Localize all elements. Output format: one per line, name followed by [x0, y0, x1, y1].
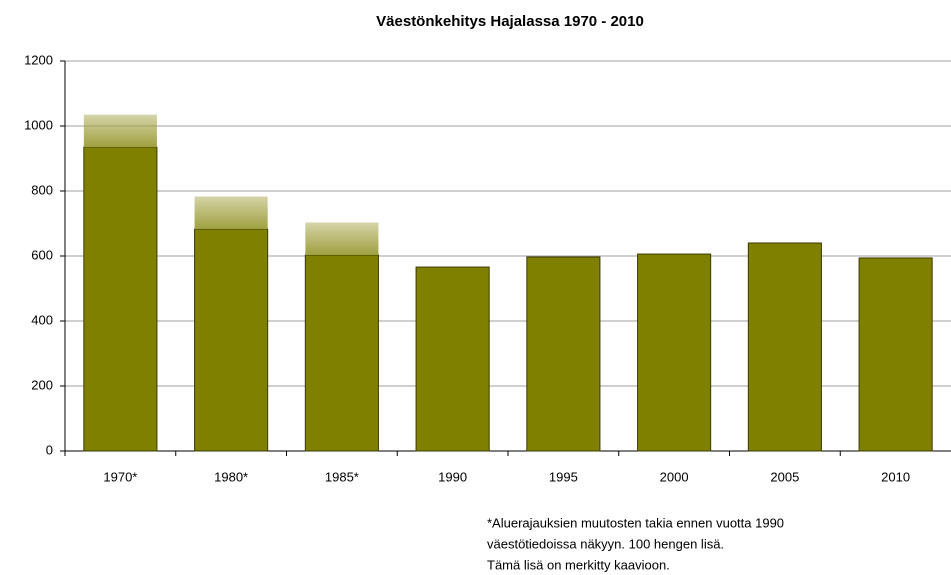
x-tick-label: 1985* [325, 469, 359, 484]
x-tick-label: 1990 [438, 469, 467, 484]
y-tick-label: 800 [31, 182, 53, 197]
bar [637, 253, 712, 452]
bar-addition [83, 114, 157, 148]
x-tick-label: 1995 [549, 469, 578, 484]
footnote: Tämä lisä on merkitty kaavioon. [487, 557, 670, 572]
x-tick-label: 2010 [881, 469, 910, 484]
bar [526, 256, 601, 452]
bar [83, 146, 158, 452]
y-tick-label: 600 [31, 247, 53, 262]
bar [415, 266, 490, 452]
bar [858, 257, 933, 452]
chart-title: Väestönkehitys Hajalassa 1970 - 2010 [376, 13, 644, 30]
y-tick-label: 1000 [24, 117, 53, 132]
bar-addition [305, 222, 379, 256]
footnote: *Aluerajauksien muutosten takia ennen vu… [487, 515, 784, 530]
bar [304, 254, 379, 452]
x-tick-label: 2000 [660, 469, 689, 484]
y-tick-label: 400 [31, 312, 53, 327]
bar [747, 242, 822, 452]
bar-addition [194, 196, 268, 230]
y-tick-label: 0 [46, 442, 53, 457]
x-tick-label: 1980* [214, 469, 248, 484]
x-tick-label: 1970* [103, 469, 137, 484]
x-tick-label: 2005 [770, 469, 799, 484]
y-tick-label: 200 [31, 377, 53, 392]
y-tick-label: 1200 [24, 52, 53, 67]
footnote: väestötiedoissa näkyyn. 100 hengen lisä. [487, 536, 724, 551]
bar [194, 228, 269, 452]
